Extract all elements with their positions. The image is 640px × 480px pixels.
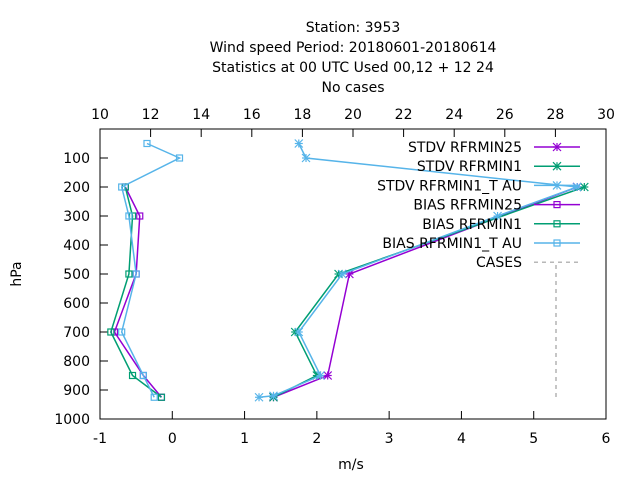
legend-marker [553, 220, 561, 228]
legend-marker [553, 239, 561, 247]
series-line [113, 186, 163, 398]
series-bias-rfrmin25 [110, 183, 166, 401]
y-tick-label: 900 [63, 383, 90, 399]
data-point [254, 392, 264, 402]
series-line [110, 186, 162, 398]
data-point [150, 393, 158, 401]
x2-tick-label: 22 [395, 107, 413, 123]
x-tick-label: 3 [385, 431, 394, 447]
y-tick-label: 800 [63, 354, 90, 370]
chart-title-period: Wind speed Period: 20180601-20180614 [210, 40, 497, 56]
series-layer [107, 139, 589, 402]
data-point [579, 182, 589, 192]
data-point [139, 371, 147, 380]
legend-item: STDV RFRMIN1_T AU [377, 178, 580, 194]
legend-label: BIAS RFRMIN1 [422, 217, 522, 233]
x-tick-label: 2 [312, 431, 321, 447]
data-point [175, 154, 184, 162]
x-tick-label: 5 [529, 431, 538, 447]
y-tick-label: 600 [63, 296, 90, 312]
y-axis-label: hPa [9, 261, 25, 286]
y-tick-label: 300 [63, 209, 90, 225]
data-point [294, 139, 304, 148]
chart-title-statistics: Statistics at 00 UTC Used 00,12 + 12 24 [212, 60, 494, 76]
data-point [136, 212, 144, 220]
legend-item: CASES [476, 255, 580, 271]
legend-item: BIAS RFRMIN1 [422, 217, 580, 233]
x2-tick-label: 16 [243, 107, 261, 123]
x-tick-label: -1 [93, 431, 107, 447]
legend-marker [553, 201, 561, 209]
legend-item: STDV RFRMIN1 [417, 159, 580, 175]
x2-tick-label: 14 [192, 107, 210, 123]
series-bias-rfrmin1-t-au [118, 139, 184, 401]
x-tick-label: 4 [457, 431, 466, 447]
data-point [316, 371, 325, 380]
x2-tick-label: 10 [91, 107, 109, 123]
x-tick-label: 6 [602, 431, 611, 447]
x2-tick-label: 26 [496, 107, 514, 123]
data-point [301, 153, 311, 163]
series-bias-rfrmin1 [107, 183, 166, 401]
data-point [157, 393, 166, 401]
data-point [323, 371, 333, 380]
legend-marker [552, 142, 562, 152]
legend-marker [552, 180, 562, 190]
data-point [572, 182, 582, 192]
x2-tick-label: 18 [293, 107, 311, 123]
legend-label: BIAS RFRMIN1_T AU [382, 236, 522, 252]
x2-tick-label: 12 [142, 107, 160, 123]
x2-tick-label: 20 [344, 107, 362, 123]
data-point [337, 269, 347, 279]
x2-tick-label: 24 [445, 107, 463, 123]
data-point [118, 328, 126, 336]
x2-tick-label: 30 [597, 107, 615, 123]
y-tick-label: 1000 [54, 412, 90, 428]
x2-tick-label: 28 [546, 107, 564, 123]
chart-title-cases: No cases [322, 80, 385, 96]
data-point [125, 270, 133, 278]
data-point [269, 391, 278, 401]
data-point [128, 371, 137, 380]
data-point [125, 212, 133, 220]
legend-item: BIAS RFRMIN1_T AU [382, 236, 580, 252]
legend-label: STDV RFRMIN1_T AU [377, 178, 522, 194]
y-tick-label: 200 [63, 180, 90, 196]
chart-title-station: Station: 3953 [306, 20, 401, 36]
x-axis-label: m/s [338, 457, 364, 473]
legend: STDV RFRMIN25 STDV RFRMIN1 STDV RFRMIN1_T … [377, 140, 580, 271]
data-point [294, 327, 304, 337]
y-tick-label: 700 [63, 325, 90, 341]
legend-label: STDV RFRMIN25 [408, 140, 522, 156]
data-point [143, 139, 151, 148]
legend-label: BIAS RFRMIN25 [413, 198, 522, 214]
legend-label: CASES [476, 255, 522, 271]
data-point [132, 270, 140, 278]
y-tick-label: 500 [63, 267, 90, 283]
series-line [120, 142, 182, 398]
x-tick-label: 0 [168, 431, 177, 447]
axis-ticks: -1 0 1 2 3 4 5 610 12 14 16 18 20 22 24 26 28 30100200300… [54, 107, 615, 447]
x-tick-label: 1 [240, 431, 249, 447]
y-tick-label: 100 [63, 151, 90, 167]
legend-label: STDV RFRMIN1 [417, 159, 522, 175]
series-stdv-rfrmin1-t-au [254, 139, 582, 402]
y-tick-label: 400 [63, 238, 90, 254]
data-point [107, 328, 115, 336]
legend-item: STDV RFRMIN25 [408, 140, 580, 156]
data-point [118, 183, 126, 191]
legend-item: BIAS RFRMIN25 [413, 198, 580, 214]
legend-marker [552, 161, 562, 171]
data-point [493, 211, 502, 221]
